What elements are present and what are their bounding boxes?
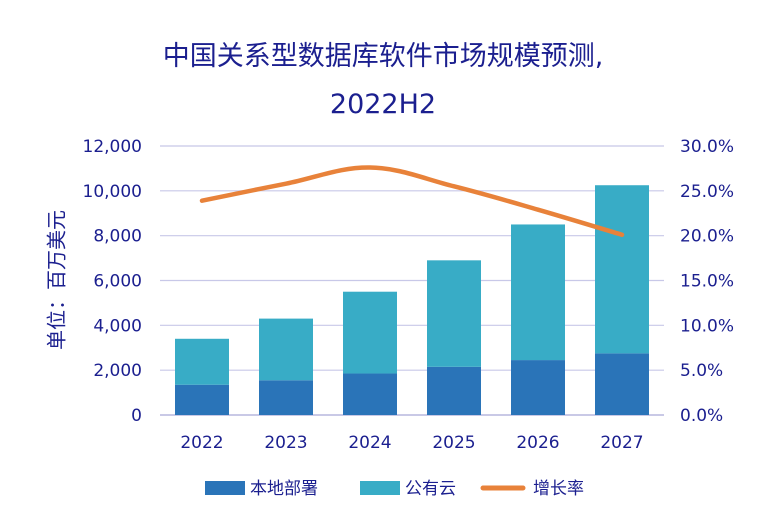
right-tick-label: 10.0% (680, 316, 734, 336)
left-tick-label: 4,000 (93, 316, 142, 336)
bar-public-cloud (259, 318, 313, 381)
bar-on-premise (427, 366, 481, 415)
x-tick-label: 2022 (180, 433, 223, 453)
bar-on-premise (175, 384, 229, 415)
left-tick-label: 2,000 (93, 361, 142, 381)
legend-swatch (205, 481, 245, 495)
legend-label: 公有云 (405, 479, 456, 499)
x-tick-label: 2023 (264, 433, 307, 453)
bar-public-cloud (175, 338, 229, 385)
x-axis-ticks: 2022 2023 2024 2025 2026 2027 (180, 433, 643, 453)
x-tick-label: 2025 (432, 433, 475, 453)
chart-title-line1: 中国关系型数据库软件市场规模预测, (162, 41, 604, 72)
left-tick-label: 0 (131, 406, 142, 426)
right-axis-ticks: 0.0% 5.0% 10.0% 15.0% 20.0% 25.0% 30.0% (680, 137, 734, 426)
right-tick-label: 5.0% (680, 361, 723, 381)
legend-label: 本地部署 (250, 479, 318, 499)
bar-on-premise (595, 353, 649, 415)
left-axis-ticks: 0 2,000 4,000 6,000 8,000 10,000 12,000 (83, 137, 142, 426)
left-tick-label: 10,000 (83, 182, 142, 202)
bar-on-premise (259, 380, 313, 415)
right-tick-label: 20.0% (680, 227, 734, 247)
bar-public-cloud (511, 224, 565, 361)
right-tick-label: 15.0% (680, 272, 734, 292)
bar-on-premise (511, 360, 565, 415)
legend-swatch (360, 481, 400, 495)
chart-title-line2: 2022H2 (329, 89, 437, 120)
right-tick-label: 30.0% (680, 137, 734, 157)
bar-on-premise (343, 373, 397, 415)
gridlines (160, 145, 664, 416)
growth-line (199, 165, 625, 238)
x-tick-label: 2024 (348, 433, 391, 453)
left-tick-label: 12,000 (83, 137, 142, 157)
left-tick-label: 8,000 (93, 227, 142, 247)
bar-public-cloud (595, 185, 649, 354)
right-tick-label: 0.0% (680, 406, 723, 426)
x-tick-label: 2027 (600, 433, 643, 453)
x-tick-label: 2026 (516, 433, 559, 453)
bar-public-cloud (343, 291, 397, 374)
legend: 本地部署 公有云 增长率 (205, 479, 584, 499)
left-tick-label: 6,000 (93, 272, 142, 292)
legend-label: 增长率 (533, 479, 584, 499)
growth-rate-line (199, 165, 625, 238)
right-tick-label: 25.0% (680, 182, 734, 202)
bar-public-cloud (427, 260, 481, 367)
bars (175, 185, 649, 415)
